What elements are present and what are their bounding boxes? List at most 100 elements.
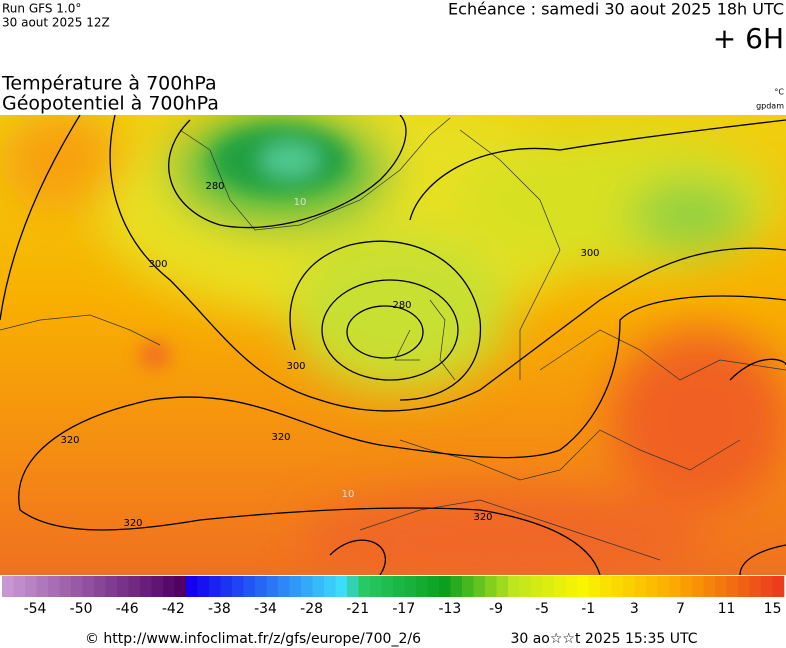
run-label: Run GFS 1.0°	[2, 2, 81, 16]
color-cell	[59, 576, 72, 597]
color-cell	[416, 576, 428, 597]
legend-label: -21	[346, 601, 369, 617]
legend-label: 7	[676, 601, 685, 617]
map: 280 300 10 300 280 300 320 320 10 320 32…	[0, 115, 786, 575]
title-temperature: Température à 700hPa	[1, 73, 217, 95]
legend-label: -5	[535, 601, 549, 617]
legend-label: -17	[392, 601, 415, 617]
legend-label: -9	[489, 601, 503, 617]
color-cell	[393, 576, 405, 597]
contour-300	[109, 115, 786, 412]
color-cell	[255, 576, 267, 597]
legend-label: -38	[208, 601, 231, 617]
color-cell	[289, 576, 302, 597]
legend-label: 15	[764, 601, 782, 617]
coastlines	[0, 117, 786, 561]
color-cell	[48, 576, 60, 597]
color-cell	[588, 576, 601, 597]
footer-url: © http://www.infoclimat.fr/z/gfs/europe/…	[85, 631, 421, 647]
contour-280-north	[168, 115, 407, 229]
color-cell	[634, 576, 647, 597]
color-cell	[266, 576, 279, 597]
color-cell	[657, 576, 670, 597]
color-cell	[508, 576, 520, 597]
color-cell	[243, 576, 256, 597]
color-cell	[404, 576, 417, 597]
footer-timestamp: 30 ao☆☆t 2025 15:35 UTC	[510, 631, 697, 647]
contour-labels: 280 300 10 300 280 300 320 320 10 320 32…	[60, 181, 599, 529]
contour-label: 320	[271, 432, 290, 443]
color-cell	[772, 576, 785, 597]
color-cell	[370, 576, 382, 597]
color-cell	[669, 576, 681, 597]
contour-low-inner	[346, 305, 424, 359]
run-date: 30 aout 2025 12Z	[2, 16, 110, 30]
color-cell	[439, 576, 451, 597]
color-cell	[692, 576, 704, 597]
unit-temp: °C	[774, 88, 784, 97]
legend-label: -1	[581, 601, 595, 617]
legend-label: -34	[254, 601, 277, 617]
legend-label: 3	[630, 601, 639, 617]
color-cell	[209, 576, 221, 597]
color-cell	[554, 576, 566, 597]
legend-label: -50	[70, 601, 93, 617]
color-cell	[82, 576, 95, 597]
color-cell	[220, 576, 233, 597]
color-cell	[531, 576, 543, 597]
contour-low-mid	[321, 279, 459, 381]
color-cell	[427, 576, 440, 597]
color-cell	[680, 576, 693, 597]
contour-320-south	[19, 507, 601, 575]
contour-label: 10	[342, 489, 355, 500]
contour-300-b	[0, 115, 786, 321]
color-cell	[542, 576, 555, 597]
color-cell	[358, 576, 371, 597]
color-cell	[174, 576, 187, 597]
color-cell	[151, 576, 164, 597]
contour-label: 300	[148, 259, 167, 270]
contour-label: 300	[580, 248, 599, 259]
color-cell	[232, 576, 244, 597]
color-cell	[197, 576, 210, 597]
contour-324	[329, 358, 786, 575]
color-cell	[703, 576, 716, 597]
forecast-time: Echéance : samedi 30 aout 2025 18h UTC	[448, 0, 784, 19]
color-cell	[577, 576, 589, 597]
contour-low-outer	[289, 240, 482, 401]
geopotential-contours	[0, 115, 786, 575]
color-cell	[749, 576, 762, 597]
color-cell	[186, 576, 198, 597]
color-cell	[381, 576, 394, 597]
contour-label: 280	[392, 300, 411, 311]
color-cell	[301, 576, 313, 597]
contour-label: 280	[205, 181, 224, 192]
contour-label: 320	[123, 518, 142, 529]
color-cell	[36, 576, 49, 597]
color-cell	[335, 576, 348, 597]
color-cell	[715, 576, 727, 597]
contour-label: 320	[60, 435, 79, 446]
color-cell	[105, 576, 118, 597]
contour-label: 320	[473, 512, 492, 523]
color-cell	[485, 576, 497, 597]
color-cell	[94, 576, 106, 597]
color-cell	[761, 576, 773, 597]
color-cell	[623, 576, 635, 597]
contour-label: 10	[294, 197, 307, 208]
color-cell	[496, 576, 509, 597]
color-cell	[128, 576, 141, 597]
color-cell	[2, 576, 14, 597]
color-cell	[738, 576, 750, 597]
color-cell	[25, 576, 37, 597]
color-cell	[312, 576, 325, 597]
color-cell	[13, 576, 26, 597]
legend-label: -28	[300, 601, 323, 617]
legend-label: -54	[24, 601, 47, 617]
legend-label: -42	[162, 601, 185, 617]
legend-label: -13	[438, 601, 461, 617]
contour-320	[18, 295, 786, 511]
color-cell	[565, 576, 578, 597]
